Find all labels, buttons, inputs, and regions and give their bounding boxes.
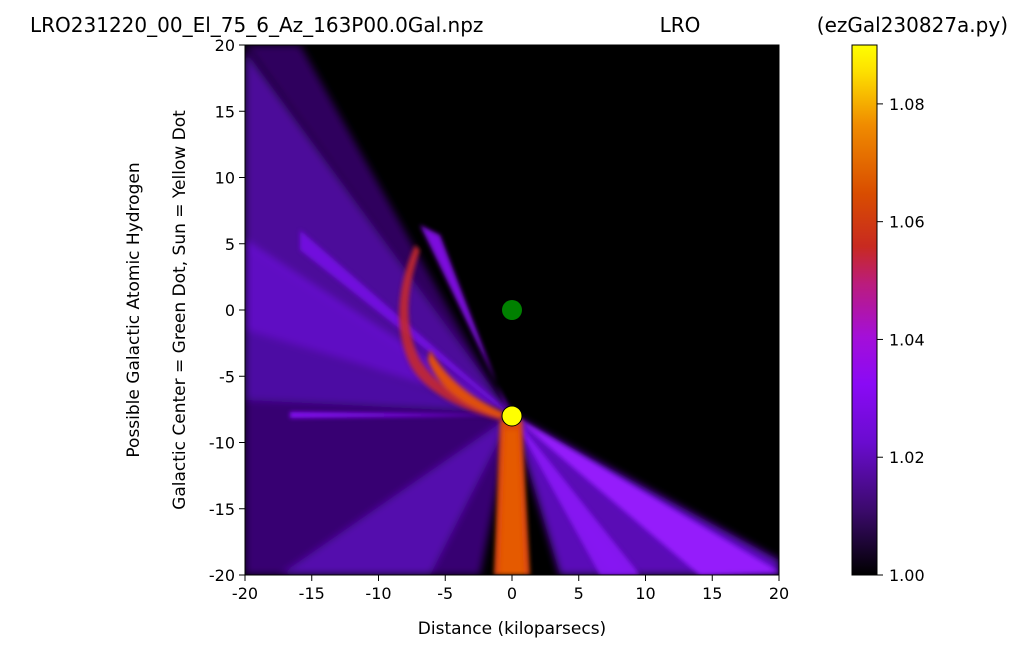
title-filename: LRO231220_00_El_75_6_Az_163P00.0Gal.npz [30,13,483,37]
y-axis-ticks: -20 -15 -10 -5 0 5 10 15 20 [209,36,245,585]
colorbar: 1.00 1.02 1.04 1.06 1.08 [851,44,925,585]
colorbar-tick-label: 1.02 [889,448,925,467]
x-tick-label: 20 [769,584,789,603]
y-tick-label: -15 [209,500,235,519]
colorbar-tick-label: 1.06 [889,213,925,232]
y-tick-label: 5 [225,235,235,254]
colorbar-tick-label: 1.04 [889,330,925,349]
sun-marker [501,405,523,427]
y-tick-label: 0 [225,301,235,320]
x-tick-label: 10 [635,584,655,603]
x-tick-label: -20 [232,584,258,603]
title-script: (ezGal230827a.py) [817,13,1008,37]
heatmap-plot [244,44,780,576]
y-tick-label: 10 [215,169,235,188]
x-tick-label: -10 [365,584,391,603]
title-observatory: LRO [660,13,701,37]
emission-arm [399,245,530,575]
y-tick-label: -20 [209,566,235,585]
x-tick-label: 15 [702,584,722,603]
x-axis-label: Distance (kiloparsecs) [418,619,606,639]
x-tick-label: 0 [507,584,517,603]
x-tick-label: 5 [574,584,584,603]
x-axis-ticks: -20 -15 -10 -5 0 5 10 15 20 [232,575,789,603]
y-tick-label: 20 [215,36,235,55]
y-axis-label-line1: Possible Galactic Atomic Hydrogen [124,162,144,457]
galactic-center-marker [502,300,522,320]
colorbar-ticks: 1.00 1.02 1.04 1.06 1.08 [877,95,925,585]
colorbar-tick-label: 1.08 [889,95,925,114]
y-axis-label-line2: Galactic Center = Green Dot, Sun = Yello… [170,110,190,510]
colorbar-gradient [851,44,878,576]
emission-streaks [290,225,779,575]
colorbar-tick-label: 1.00 [889,566,925,585]
y-tick-label: -5 [219,367,235,386]
hydrogen-emission [245,45,779,575]
x-tick-label: -15 [299,584,325,603]
y-tick-label: -10 [209,434,235,453]
y-tick-label: 15 [215,102,235,121]
x-tick-label: -5 [437,584,453,603]
